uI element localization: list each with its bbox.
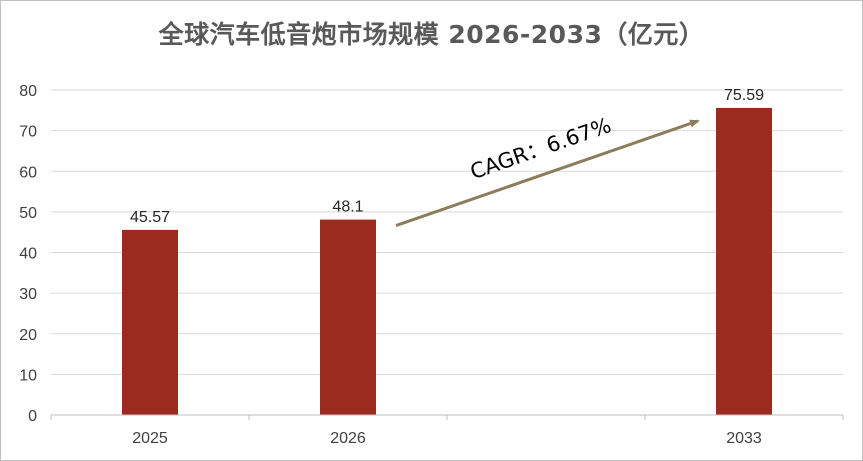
labels: 45.57 48.1 75.59 xyxy=(130,87,764,226)
data-label-2025: 45.57 xyxy=(130,209,170,226)
cagr-arrow xyxy=(395,119,700,228)
axes: 0 10 20 30 40 50 60 70 80 2025 2026 2033 xyxy=(19,83,844,447)
x-tick-label-2033: 2033 xyxy=(726,430,762,447)
bar-2025 xyxy=(122,229,178,415)
y-tick-label: 50 xyxy=(19,205,37,222)
y-tick-label: 0 xyxy=(28,408,37,425)
bar-2033 xyxy=(716,107,772,416)
cagr-annotation: CAGR：6.67% xyxy=(395,113,700,228)
y-tick-label: 60 xyxy=(19,164,37,181)
y-tick-label: 40 xyxy=(19,246,37,263)
x-tick-label-2025: 2025 xyxy=(132,430,168,447)
x-tick-label-2026: 2026 xyxy=(330,430,366,447)
gridlines xyxy=(51,89,843,375)
chart-title: 全球汽车低音炮市场规模 2026-2033（亿元） xyxy=(158,20,705,49)
y-tick-label: 20 xyxy=(19,327,37,344)
bar-2026 xyxy=(320,219,376,415)
bars xyxy=(122,107,772,416)
data-label-2033: 75.59 xyxy=(724,87,764,104)
y-tick-label: 10 xyxy=(19,367,37,384)
y-tick-label: 30 xyxy=(19,286,37,303)
y-tick-label: 70 xyxy=(19,124,37,141)
cagr-label: CAGR：6.67% xyxy=(467,113,614,184)
data-label-2026: 48.1 xyxy=(332,199,363,216)
y-tick-label: 80 xyxy=(19,83,37,100)
